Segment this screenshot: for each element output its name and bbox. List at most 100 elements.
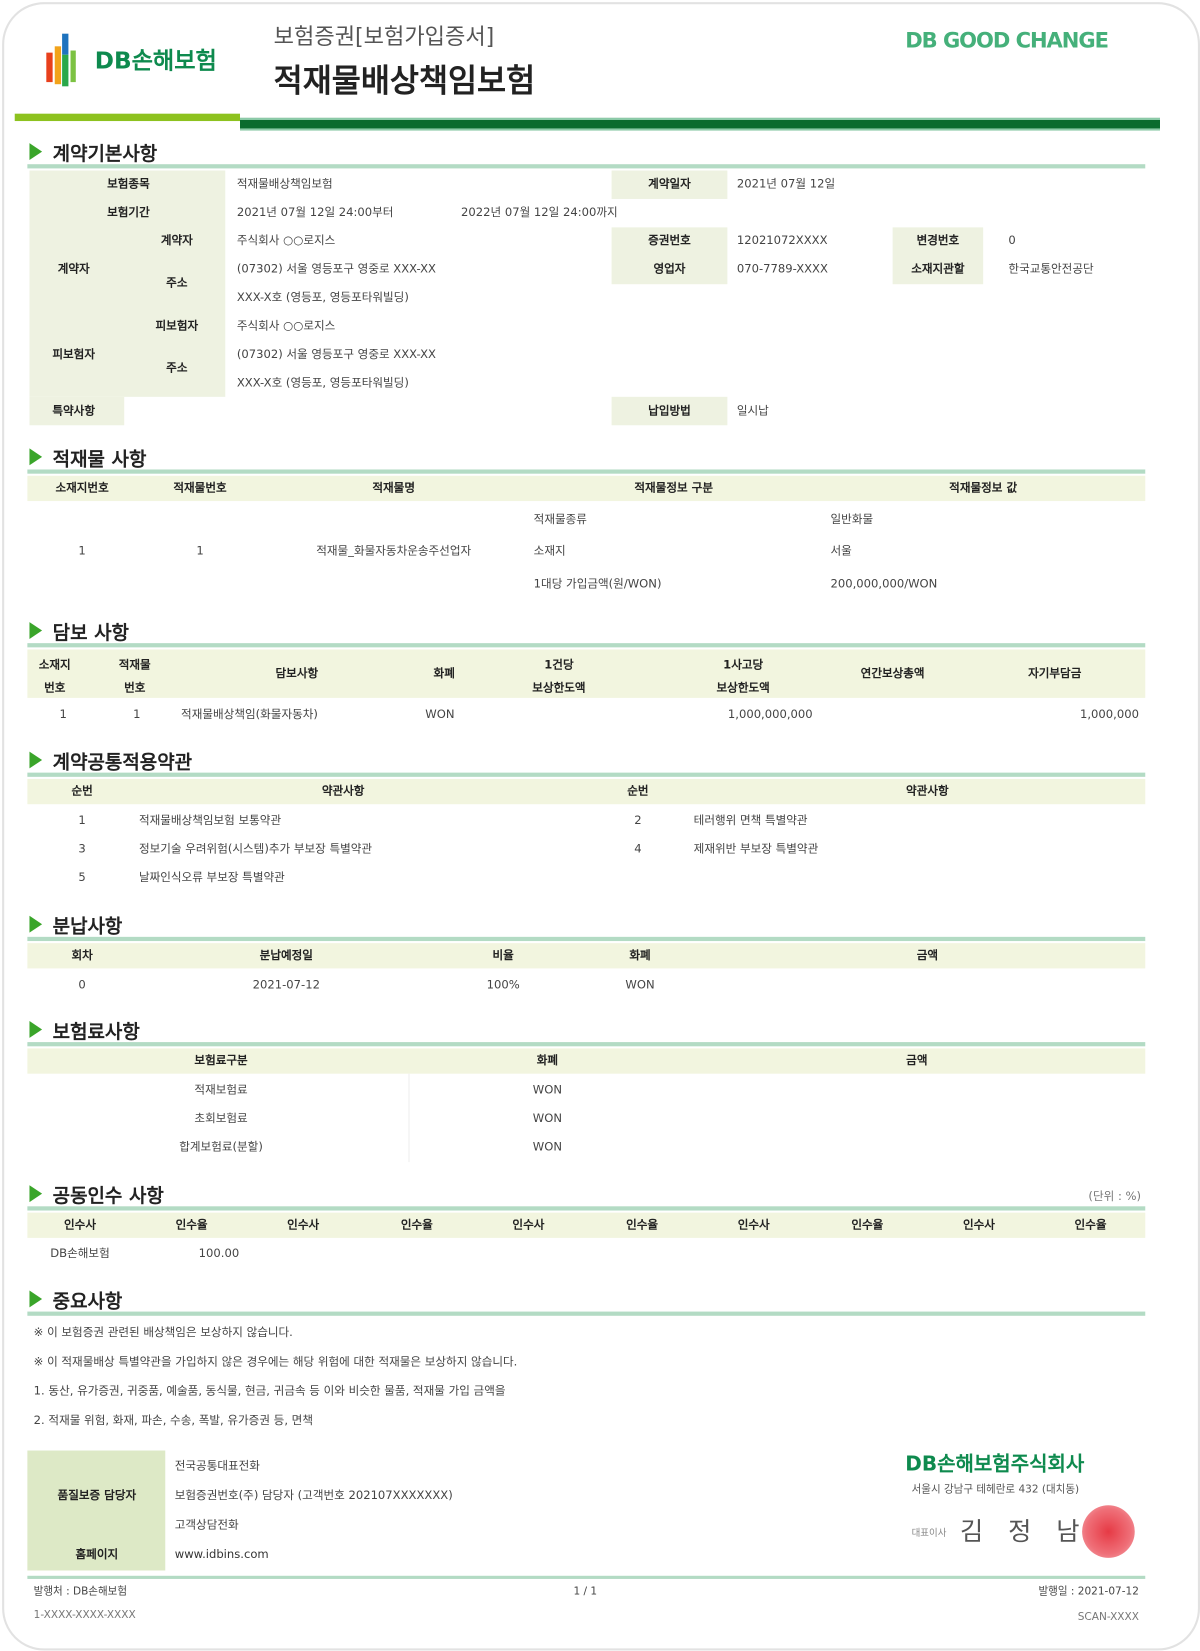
contact-line: 고객상담전화 (174, 1517, 239, 1532)
section-cargo: 적재물 사항 소재지번호 적재물번호 적재물명 적재물정보 구분 적재물정보 값… (27, 444, 1146, 602)
logo-bars-icon (46, 33, 76, 87)
insured-address-label: 주소 (166, 361, 188, 375)
bullet-triangle-icon (29, 448, 43, 466)
col-header: 인수율 (1074, 1217, 1107, 1232)
policy-no-label: 증권번호 (648, 233, 691, 248)
company-seal-icon (1082, 1505, 1135, 1558)
col-header: 연간보상총액 (860, 666, 925, 680)
address-line-1: (07302) 서울 영등포구 영중로 XXX-XX (236, 262, 437, 276)
col-header: 인수율 (400, 1217, 433, 1232)
section-rule (27, 772, 1146, 777)
col-header: 소재지번호 (55, 481, 109, 495)
col-header: 인수사 (962, 1217, 995, 1232)
note-line: ※ 이 보험증권 관련된 배상책임은 보상하지 않습니다. (33, 1325, 293, 1339)
col-header: 약관사항 (321, 784, 365, 798)
premium-type: 합계보험료(분할) (179, 1139, 263, 1154)
policyholder-value: 주식회사 ○○로지스 (236, 233, 336, 248)
premium-type: 초회보험료 (194, 1111, 248, 1126)
col-header: 화폐 (536, 1053, 559, 1068)
premium-currency: WON (532, 1083, 562, 1097)
premium-type: 적재보험료 (194, 1083, 248, 1097)
label-cell (611, 170, 728, 199)
section-clauses: 계약공통적용약관 순번 약관사항 순번 약관사항 1 적재물배상책임보험 보통약… (27, 747, 1146, 894)
scan-code: SCAN-XXXX (1077, 1611, 1139, 1624)
col-header: 1건당 보상한도액 (532, 657, 586, 695)
col-header: 금액 (906, 1053, 928, 1068)
col-header: 분납예정일 (259, 948, 313, 963)
section-title: 적재물 사항 (52, 448, 147, 471)
period-from: 2021년 07월 12일 24:00부터 (236, 205, 394, 219)
label-cell (892, 227, 984, 285)
table-header (27, 943, 1146, 969)
label-cell (611, 396, 728, 426)
section-title: 보험료사항 (52, 1021, 140, 1044)
col-header: 인수율 (626, 1217, 659, 1232)
table-header (27, 475, 1146, 502)
contact-box: 품질보증 담당자 홈페이지 전국공통대표전화 보험증권번호(주) 담당자 (고객… (27, 1450, 806, 1571)
note-line: 1. 동산, 유가증권, 귀중품, 예술품, 동식물, 현금, 귀금속 등 이와… (33, 1384, 506, 1398)
section-title: 계약기본사항 (52, 143, 158, 166)
col-header: 화폐 (433, 666, 455, 680)
insured-group-label: 피보험자 (52, 347, 95, 362)
section-rule (27, 1042, 1146, 1047)
bullet-triangle-icon (29, 1021, 43, 1038)
cargo-no: 1 (196, 544, 204, 558)
col-header: 화폐 (629, 948, 651, 963)
payment-label: 납입방법 (648, 404, 691, 418)
clause-no: 5 (78, 870, 86, 885)
cargo-name: 적재물_화물자동차운송주선업자 (316, 544, 472, 558)
logo-text: DB손해보험 (94, 48, 217, 75)
column-divider (408, 1073, 410, 1163)
installment-date: 2021-07-12 (252, 977, 320, 992)
info-key: 적재물종류 (533, 512, 587, 527)
agent-value: 070-7789-XXXX (736, 262, 828, 276)
period-to: 2022년 07월 12일 24:00까지 (461, 205, 618, 219)
issuer-company: DB손해보험주식회사 (905, 1452, 1085, 1476)
lime-bar (14, 113, 240, 122)
label-cell (29, 396, 125, 426)
clause-name: 정보기술 우려위험(시스템)추가 부보장 특별약관 (138, 842, 373, 856)
change-no-value: 0 (1008, 233, 1016, 248)
section-rule (27, 1311, 1146, 1316)
section-contract: 계약기본사항 보험종목 적재물배상책임보험 계약일자 2021년 07월 12일… (27, 139, 1146, 426)
premium-currency: WON (532, 1111, 562, 1126)
bullet-triangle-icon (29, 751, 43, 769)
location-no: 1 (59, 707, 67, 722)
col-header: 회차 (71, 948, 93, 963)
col-header: 적재물정보 값 (949, 481, 1018, 495)
col-header: 담보사항 (275, 666, 319, 680)
period-label: 보험기간 (107, 205, 150, 219)
per-accident-limit: 1,000,000,000 (727, 707, 813, 722)
table-header (27, 649, 1146, 698)
col-header: 약관사항 (906, 784, 949, 798)
clause-no: 1 (78, 813, 86, 828)
contact-line: 보험증권번호(주) 담당자 (고객번호 202107XXXXXXX) (174, 1488, 453, 1503)
clause-no: 4 (634, 842, 642, 856)
currency: WON (425, 707, 455, 722)
col-header: 적재물명 (372, 481, 415, 495)
cargo-no: 1 (133, 707, 141, 722)
clause-name: 제재위반 부보장 특별약관 (693, 842, 819, 856)
col-header: 인수사 (737, 1217, 770, 1232)
section-title: 담보 사항 (52, 622, 129, 645)
col-header: 소재지 번호 (38, 657, 71, 695)
bullet-triangle-icon (29, 1290, 43, 1308)
address-label: 주소 (166, 275, 188, 290)
note-line: ※ 이 적재물배상 특별약관을 가입하지 않은 경우에는 해당 위험에 대한 적… (33, 1354, 518, 1369)
policyholder-label: 계약자 (160, 233, 193, 248)
product-label: 보험종목 (107, 176, 150, 191)
special-terms-label: 특약사항 (52, 404, 95, 418)
col-header: 적재물 번호 (118, 657, 151, 695)
info-value: 200,000,000/WON (830, 576, 938, 591)
col-header: 인수사 (512, 1217, 545, 1232)
bottom-rule (27, 1575, 1146, 1579)
col-header: 인수사 (64, 1217, 96, 1232)
agent-label: 영업자 (653, 262, 686, 276)
homepage-link[interactable]: www.idbins.com (174, 1547, 269, 1562)
product-value: 적재물배상책임보험 (236, 176, 333, 191)
page-number: 1 / 1 (573, 1586, 598, 1598)
section-rule (27, 1206, 1146, 1211)
section-coverage: 담보 사항 소재지 번호 적재물 번호 담보사항 화폐 1건당 보상한도액 1사… (27, 618, 1146, 734)
section-rule (27, 643, 1146, 648)
